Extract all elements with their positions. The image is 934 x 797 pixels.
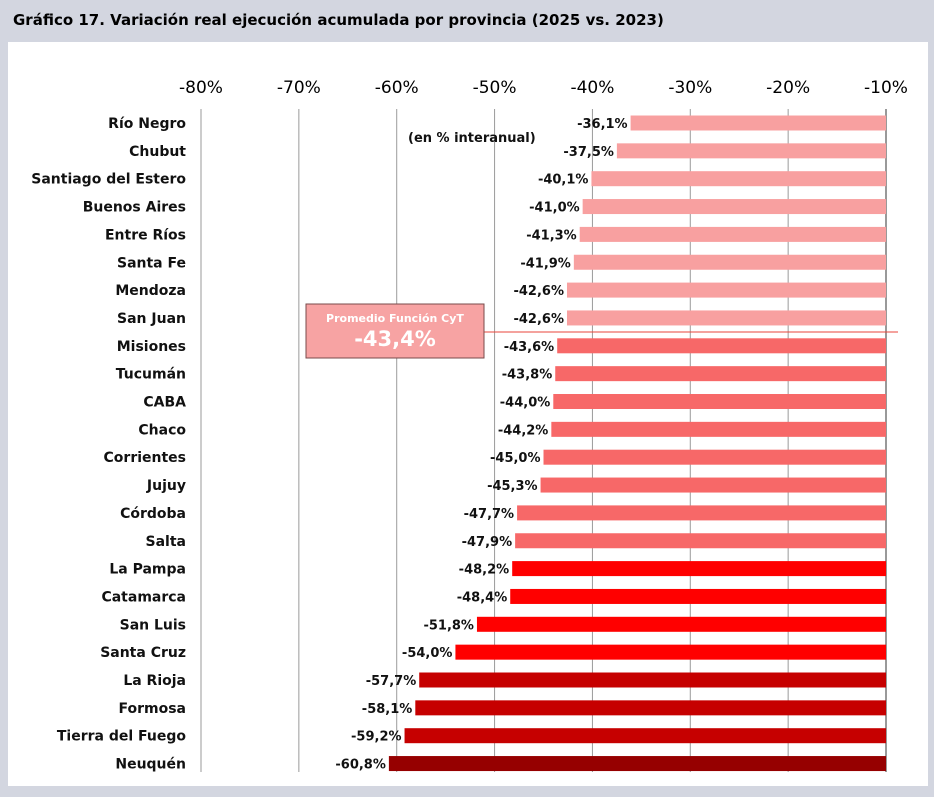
x-tick-label: -60%: [375, 78, 419, 98]
category-label: Corrientes: [104, 450, 186, 466]
value-label: -48,4%: [457, 590, 508, 605]
value-label: -43,8%: [502, 368, 553, 383]
category-label: San Juan: [117, 311, 186, 327]
bar: [476, 616, 886, 632]
category-label: Córdoba: [120, 506, 186, 522]
bar: [415, 700, 886, 716]
category-label: Catamarca: [101, 589, 186, 605]
x-tick-label: -40%: [570, 78, 614, 98]
chart-panel: -80% -70% -60% -50% -40% -30% -20% -10% Promedi…: [8, 42, 928, 786]
value-label: -60,8%: [335, 758, 386, 773]
chart-title: Gráfico 17. Variación real ejecución acu…: [13, 11, 664, 29]
x-axis-ticks: -80% -70% -60% -50% -40% -30% -20% -10%: [179, 78, 908, 98]
bar: [517, 505, 886, 521]
bar: [557, 338, 886, 354]
value-label: -59,2%: [351, 730, 402, 745]
category-label: Tucumán: [116, 367, 186, 383]
x-tick-label: -30%: [668, 78, 712, 98]
value-label: -58,1%: [362, 702, 413, 717]
value-label: -45,3%: [487, 479, 538, 494]
category-label: Formosa: [118, 701, 186, 717]
bars: [388, 115, 886, 772]
bar: [510, 588, 886, 604]
bar: [582, 199, 886, 215]
category-label: Chaco: [138, 422, 186, 438]
value-label: -42,6%: [513, 312, 564, 327]
x-tick-label: -70%: [277, 78, 321, 98]
value-label: -44,2%: [498, 423, 549, 438]
category-label: La Rioja: [123, 673, 186, 689]
category-label: Mendoza: [115, 283, 186, 299]
category-label: Santiago del Estero: [31, 172, 186, 188]
bar: [566, 310, 886, 326]
category-label: Misiones: [117, 339, 186, 355]
x-tick-label: -80%: [179, 78, 223, 98]
category-label: Chubut: [129, 144, 186, 160]
x-tick-label: -20%: [766, 78, 810, 98]
value-label: -44,0%: [500, 396, 551, 411]
bar: [616, 143, 886, 159]
value-label: -47,9%: [462, 535, 513, 550]
average-value-label: -43,4%: [354, 327, 436, 351]
average-annotation: Promedio Función CyT -43,4%: [305, 303, 898, 359]
bar: [404, 728, 886, 744]
value-label: -57,7%: [366, 674, 417, 689]
value-labels: -36,1% -37,5% -40,1% -41,0% -41,3% -41,9% -42,…: [335, 117, 627, 773]
value-label: -45,0%: [490, 451, 541, 466]
bar-chart: -80% -70% -60% -50% -40% -30% -20% -10% Promedi…: [31, 78, 908, 773]
category-label: Santa Cruz: [100, 645, 186, 661]
category-labels: Río Negro Chubut Santiago del Estero Buenos…: [31, 116, 186, 773]
x-tick-label: -50%: [473, 78, 517, 98]
value-label: -41,0%: [529, 201, 580, 216]
bar: [515, 533, 886, 549]
category-label: Santa Fe: [117, 255, 186, 271]
bar: [551, 421, 886, 437]
value-label: -40,1%: [538, 173, 589, 188]
value-label: -51,8%: [423, 618, 474, 633]
category-label: Buenos Aires: [83, 200, 186, 216]
bar: [455, 644, 886, 660]
bar: [591, 171, 886, 187]
average-label: Promedio Función CyT: [326, 312, 464, 325]
category-label: Entre Ríos: [105, 227, 186, 243]
bar: [630, 115, 886, 131]
value-label: -42,6%: [513, 284, 564, 299]
bar: [573, 254, 886, 270]
bar: [540, 477, 886, 493]
category-label: Jujuy: [146, 478, 186, 494]
bar: [388, 756, 886, 772]
gridlines: [200, 109, 887, 772]
value-label: -41,3%: [526, 228, 577, 243]
unit-annotation: (en % interanual): [408, 131, 536, 146]
bar: [579, 226, 886, 242]
value-label: -43,6%: [504, 340, 555, 355]
value-label: -54,0%: [402, 646, 453, 661]
category-label: Tierra del Fuego: [57, 729, 187, 745]
bar: [555, 366, 886, 382]
value-label: -36,1%: [577, 117, 628, 132]
average-box: [305, 303, 485, 359]
value-label: -48,2%: [459, 563, 510, 578]
x-tick-label: -10%: [864, 78, 908, 98]
bar: [543, 449, 886, 465]
value-label: -37,5%: [563, 145, 614, 160]
bar: [566, 282, 886, 298]
category-label: Río Negro: [108, 116, 186, 132]
category-label: San Luis: [120, 617, 186, 633]
value-label: -41,9%: [520, 256, 571, 271]
category-label: Neuquén: [115, 757, 186, 773]
category-label: Salta: [146, 534, 186, 550]
value-label: -47,7%: [464, 507, 515, 522]
bar: [553, 394, 886, 409]
bar: [419, 672, 886, 688]
category-label: CABA: [143, 395, 186, 411]
bar: [512, 561, 886, 577]
category-label: La Pampa: [109, 562, 186, 578]
